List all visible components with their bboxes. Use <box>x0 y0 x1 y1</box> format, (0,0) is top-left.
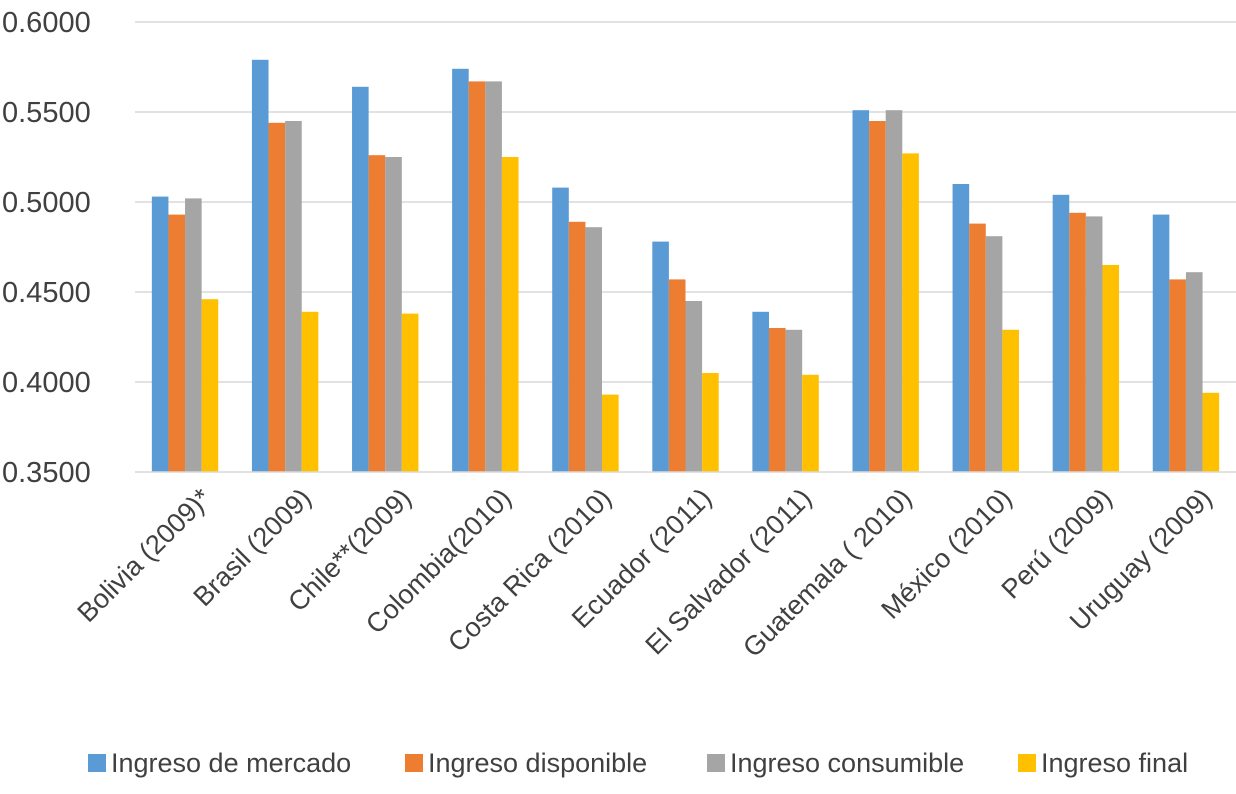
bar <box>301 311 319 472</box>
bar <box>385 157 402 472</box>
legend-label: Ingreso disponible <box>428 748 647 778</box>
x-category-label: Guatemala ( 2010) <box>737 483 917 663</box>
bar <box>201 299 219 472</box>
bar <box>785 329 803 472</box>
bar <box>251 59 269 473</box>
y-tick-label: 0.4000 <box>2 367 91 399</box>
y-tick-labels: 0.3500 0.4000 0.4500 0.5000 0.5500 0.6000 <box>2 7 91 489</box>
legend-label: Ingreso final <box>1041 748 1188 778</box>
legend-swatch <box>88 754 106 772</box>
bars <box>151 59 1220 473</box>
bar <box>702 373 719 472</box>
bar <box>1102 265 1120 472</box>
legend-swatch <box>1018 754 1036 772</box>
bar <box>501 157 519 472</box>
bar <box>1002 329 1019 472</box>
bar <box>1185 272 1203 472</box>
y-tick-label: 0.3500 <box>2 457 91 489</box>
legend-label: Ingreso consumible <box>730 748 964 778</box>
bar <box>652 241 669 472</box>
legend: Ingreso de mercado Ingreso disponible Ingr… <box>88 748 1188 778</box>
x-category-label: El Salvador (2011) <box>639 483 817 661</box>
gridlines <box>135 21 1236 383</box>
bar <box>401 313 419 472</box>
bar <box>969 223 986 472</box>
bar <box>869 121 886 472</box>
bar <box>952 184 970 472</box>
bar <box>185 198 202 472</box>
bar <box>368 155 386 472</box>
bar <box>552 187 569 472</box>
bar <box>568 221 586 472</box>
bar <box>985 236 1003 472</box>
bar <box>352 86 369 473</box>
bar <box>1052 194 1070 473</box>
bar <box>1169 279 1186 472</box>
bar <box>685 301 703 472</box>
bar <box>668 279 686 472</box>
bar <box>585 227 603 472</box>
bar <box>768 328 786 472</box>
y-tick-label: 0.6000 <box>2 7 91 39</box>
bar <box>452 68 469 473</box>
bar <box>752 311 769 472</box>
bar <box>1069 212 1086 473</box>
y-tick-label: 0.5500 <box>2 97 91 129</box>
legend-swatch <box>405 754 423 772</box>
x-category-label: Bolivia (2009)* <box>71 482 217 628</box>
bar <box>151 196 169 472</box>
bar <box>885 110 903 472</box>
y-tick-label: 0.5000 <box>2 187 91 219</box>
bar <box>1085 216 1103 472</box>
bar <box>485 81 502 473</box>
bar <box>602 394 619 472</box>
legend-swatch <box>707 754 725 772</box>
legend-label: Ingreso de mercado <box>111 748 351 778</box>
x-category-labels: Bolivia (2009)*Brasil (2009)Chile**(2009… <box>71 482 1217 663</box>
bar <box>902 153 919 472</box>
bar <box>1152 214 1170 472</box>
bar <box>1202 392 1220 472</box>
y-tick-label: 0.4500 <box>2 277 91 309</box>
bar <box>285 121 302 472</box>
bar <box>468 81 486 473</box>
bar <box>168 214 186 472</box>
bar <box>268 122 286 473</box>
bar <box>802 374 819 472</box>
bar <box>852 110 870 472</box>
